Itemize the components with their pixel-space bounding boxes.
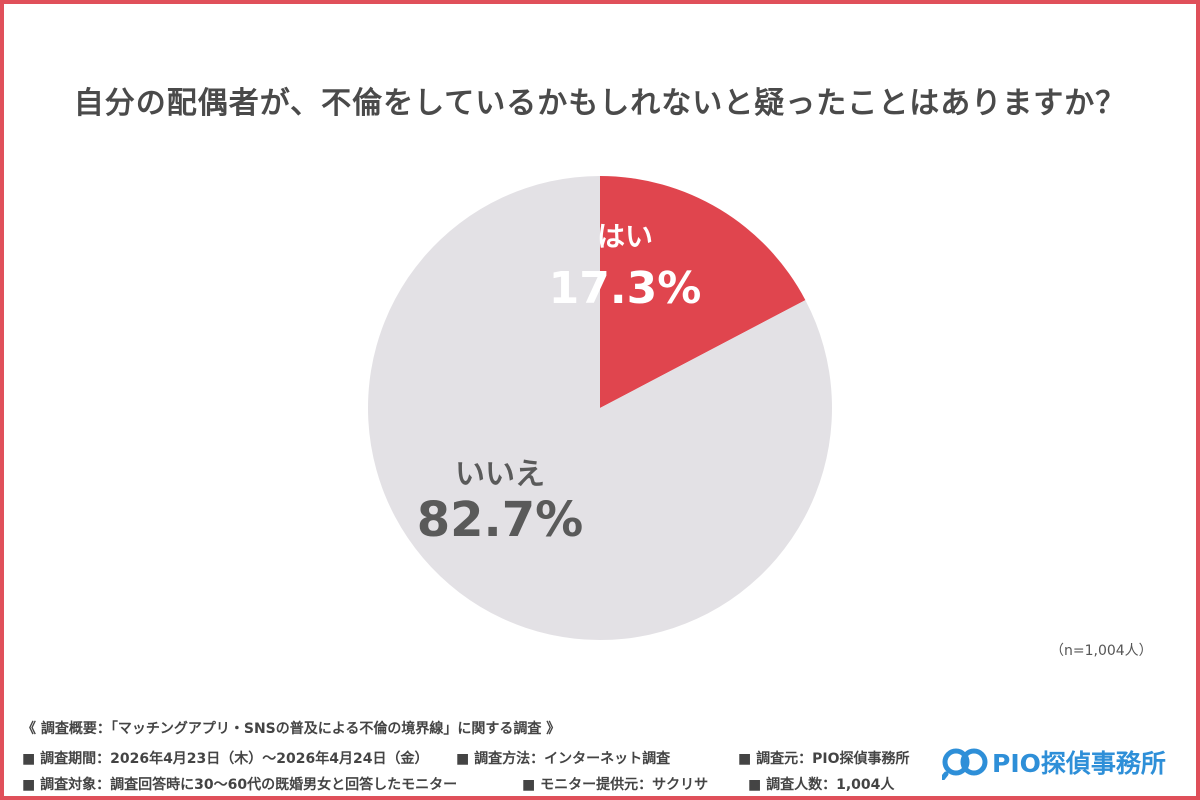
survey-count: ■ 調査人数：1,004人 [748, 777, 895, 793]
survey-provider: ■ モニター提供元：サクリサ [522, 777, 709, 793]
slice-value-no: 82.7% [417, 492, 584, 548]
magnifier-logo-icon [942, 748, 988, 780]
survey-source: ■ 調査元：PIO探偵事務所 [738, 751, 910, 767]
company-logo: PIO探偵事務所 [942, 742, 1182, 782]
survey-target: ■ 調査対象：調査回答時に30～60代の既婚男女と回答したモニター [22, 777, 458, 793]
survey-method: ■ 調査方法：インターネット調査 [456, 751, 671, 767]
slice-label-yes: はい [597, 220, 653, 253]
survey-overview: 《 調査概要：「マッチングアプリ・SNSの普及による不倫の境界線」に関する調査 … [22, 721, 561, 737]
slice-value-yes: 17.3% [549, 263, 702, 314]
slice-label-no: いいえ [455, 457, 545, 492]
sample-size-note: （n=1,004人） [1050, 643, 1153, 659]
pie-slice-no [367, 176, 832, 640]
survey-period: ■ 調査期間：2026年4月23日（木）～2026年4月24日（金） [22, 751, 429, 767]
pie-slice-yes [600, 176, 806, 408]
logo-text: PIO探偵事務所 [992, 749, 1166, 778]
chart-title: 自分の配偶者が、不倫をしているかもしれないと疑ったことはありますか？ [73, 86, 1127, 121]
